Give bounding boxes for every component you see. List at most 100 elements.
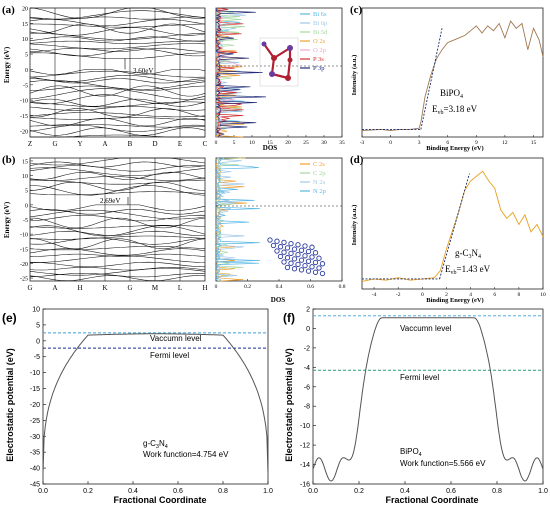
x-tick-label: 4 (469, 292, 472, 298)
band-line (29, 27, 206, 36)
x-tick-label: 0.4 (400, 488, 410, 495)
molecule-ring (302, 253, 308, 259)
x-tick-label: 6 (493, 292, 496, 298)
panel-f-label: (f) (283, 311, 295, 325)
y-tick-label: 10 (32, 307, 40, 314)
panel-f-work-function: Work function=5.566 eV (400, 459, 486, 468)
band-line (29, 181, 206, 191)
plot-frame (361, 157, 544, 290)
molecule-ring (319, 261, 326, 267)
band-line (29, 108, 206, 118)
kpoint-tick-label: Z (28, 140, 32, 148)
legend-entry: O 2p (313, 47, 326, 54)
y-tick-label: -4 (304, 365, 310, 372)
panel-a-plot: Z G Y A B D E C 20 15 10 5 0 -5 -10 -15 -20 (20, 7, 208, 149)
y-tick-label: 5 (25, 189, 28, 195)
band-line (29, 124, 206, 132)
molecule-ring (295, 261, 301, 268)
x-tick-label: 0.8 (492, 488, 502, 495)
y-tick-label: -15 (20, 247, 28, 253)
panel-a-dos-plot: 0 5 10 15 20 25 30 35 (215, 7, 345, 146)
molecule-ring (312, 259, 319, 266)
panel-c-label: (c) (350, 4, 363, 16)
band-line (29, 52, 206, 59)
kpoint-tick-label: A (102, 140, 107, 148)
band-line (29, 75, 206, 82)
band-line (29, 88, 206, 100)
x-tick-label: 10 (540, 292, 546, 298)
legend-entry: Bi 5d (313, 29, 328, 36)
band-line (30, 255, 206, 263)
panel-c-xlabel: Binding Energy (eV) (426, 145, 483, 152)
panel-d-ylabel: Intensity (a.u.) (351, 205, 358, 246)
gc3n4-structure-image (267, 237, 326, 277)
panel-a: (a) Z G Y A B D E C 20 15 10 5 0 -5 -10 -15 -20 Energy (… (2, 4, 208, 148)
dos-series-line (215, 157, 261, 282)
xps-spectrum-line (361, 170, 544, 282)
band-line (29, 165, 206, 172)
x-tick-label: 9 (475, 140, 478, 146)
x-tick-label: 15 (267, 140, 273, 146)
y-tick-label: -8 (304, 404, 310, 411)
band-line (29, 117, 206, 120)
band-line (30, 85, 206, 91)
x-tick-label: 8 (517, 292, 520, 298)
potential-curve (42, 333, 269, 475)
band-line (30, 217, 206, 229)
band-line (29, 69, 206, 75)
band-line (29, 157, 206, 166)
x-tick-label: 5 (233, 140, 236, 146)
y-tick-label: -12 (300, 443, 310, 450)
molecule-ring (277, 253, 284, 260)
legend-entry: N 2p (313, 188, 326, 195)
legend-entry: O 2s (313, 38, 326, 45)
y-tick-label: -16 (300, 482, 310, 489)
panel-b-dos-xlabel: DOS (271, 296, 286, 304)
y-tick-label: -20 (30, 402, 40, 409)
x-tick-label: 3 (418, 140, 421, 146)
molecule-ring (312, 269, 319, 275)
panel-e-plot: 0.0 0.2 0.4 0.6 0.8 1.0 10 5 0 -5 -10 -15 -20 -25 -30 -… (30, 307, 273, 496)
y-tick-label: -6 (304, 384, 310, 391)
molecule-ring (302, 243, 308, 249)
kpoint-tick-label: C (203, 140, 208, 148)
y-tick-label: 10 (22, 37, 28, 43)
band-line (29, 7, 206, 19)
molecule-ring (288, 240, 294, 247)
band-line (29, 124, 206, 128)
panel-d: (d) -4 -2 0 2 4 6 8 10 Intensity (a.u.) Binding… (350, 154, 546, 304)
y-tick-label: -40 (30, 466, 40, 473)
x-tick-label: 0.6 (173, 488, 183, 495)
y-tick-label: -25 (20, 277, 28, 283)
molecule-ring (298, 247, 305, 253)
band-line (29, 176, 206, 181)
legend-entry: P 3s (313, 56, 324, 63)
band-line (29, 19, 206, 26)
band-line (29, 273, 206, 278)
kpoint-tick-label: D (152, 140, 157, 148)
molecule-ring (281, 239, 287, 246)
y-tick-label: -45 (30, 482, 40, 489)
band-line (29, 101, 206, 108)
molecule-ring (309, 244, 315, 250)
panel-d-compound: g-C3N4 (455, 248, 481, 260)
legend-entry: P 3p (313, 65, 325, 72)
molecule-ring (277, 244, 284, 250)
panel-e-work-function: Work function=4.754 eV (143, 450, 229, 459)
band-line (29, 10, 206, 20)
legend-entry: Bi 6s (313, 11, 327, 18)
band-line (29, 225, 206, 229)
band-line (29, 48, 206, 57)
band-line (29, 235, 206, 240)
molecule-ring (288, 250, 294, 257)
y-tick-label: 15 (22, 159, 28, 165)
y-tick-label: -10 (20, 233, 28, 239)
kpoint-tick-label: E (178, 140, 182, 148)
y-tick-label: -20 (20, 129, 28, 135)
kpoint-tick-label: H (77, 284, 82, 292)
x-tick-label: 0.8 (218, 488, 228, 495)
plot-frame (361, 7, 544, 138)
x-tick-label: 0 (389, 140, 392, 146)
panel-a-dos-xlabel: DOS (263, 144, 278, 152)
band-line (29, 85, 206, 97)
